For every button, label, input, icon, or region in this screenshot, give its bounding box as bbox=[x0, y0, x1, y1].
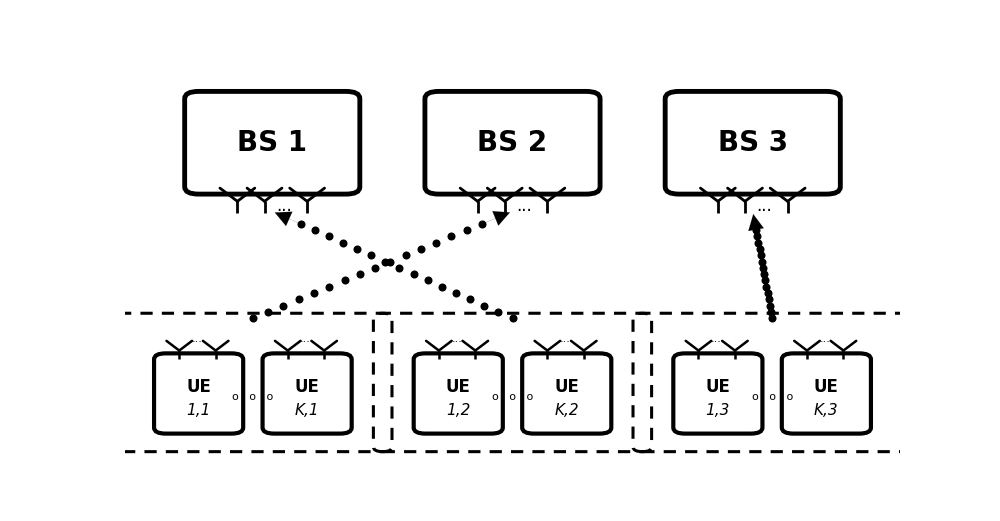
Point bbox=[413, 245, 429, 253]
Text: ...: ... bbox=[560, 334, 571, 344]
Text: o   o   o: o o o bbox=[232, 392, 274, 402]
Point bbox=[293, 220, 309, 228]
Point bbox=[490, 307, 506, 316]
FancyBboxPatch shape bbox=[665, 91, 840, 194]
Point bbox=[406, 270, 422, 278]
Point bbox=[474, 220, 490, 228]
Point bbox=[367, 264, 383, 272]
Text: UE: UE bbox=[186, 378, 211, 395]
Point bbox=[260, 307, 276, 316]
Text: BS 1: BS 1 bbox=[237, 129, 307, 157]
Point bbox=[352, 270, 368, 278]
Text: UE: UE bbox=[705, 378, 730, 395]
Point bbox=[443, 232, 459, 241]
Text: ...: ... bbox=[819, 334, 830, 344]
Point bbox=[755, 264, 771, 272]
Point bbox=[752, 245, 768, 253]
Point bbox=[382, 257, 398, 266]
Point bbox=[748, 226, 764, 234]
Text: K,2: K,2 bbox=[554, 403, 579, 418]
Text: K,3: K,3 bbox=[814, 403, 839, 418]
Point bbox=[398, 251, 414, 259]
Text: BS 3: BS 3 bbox=[718, 129, 788, 157]
Point bbox=[291, 295, 307, 303]
FancyBboxPatch shape bbox=[185, 91, 360, 194]
Point bbox=[749, 232, 765, 241]
Point bbox=[349, 245, 365, 253]
Text: ...: ... bbox=[276, 197, 292, 215]
FancyBboxPatch shape bbox=[782, 353, 871, 433]
Text: 1,1: 1,1 bbox=[186, 403, 211, 418]
Text: o   o   o: o o o bbox=[752, 392, 793, 402]
Point bbox=[750, 239, 766, 247]
Point bbox=[307, 226, 323, 234]
Point bbox=[747, 220, 763, 228]
Point bbox=[391, 264, 407, 272]
Point bbox=[245, 314, 261, 322]
Point bbox=[434, 282, 450, 291]
Point bbox=[363, 251, 379, 259]
Point bbox=[762, 301, 778, 309]
Point bbox=[377, 257, 393, 266]
FancyBboxPatch shape bbox=[425, 91, 600, 194]
Point bbox=[306, 289, 322, 297]
Point bbox=[758, 282, 774, 291]
Text: UE: UE bbox=[295, 378, 320, 395]
Text: 1,3: 1,3 bbox=[706, 403, 730, 418]
Point bbox=[428, 239, 444, 247]
Point bbox=[760, 289, 776, 297]
Point bbox=[756, 270, 772, 278]
Point bbox=[753, 251, 769, 259]
Text: K,1: K,1 bbox=[295, 403, 319, 418]
Point bbox=[462, 295, 478, 303]
Point bbox=[448, 289, 464, 297]
FancyBboxPatch shape bbox=[522, 353, 611, 433]
FancyBboxPatch shape bbox=[154, 353, 243, 433]
Text: o   o   o: o o o bbox=[492, 392, 533, 402]
Point bbox=[335, 239, 351, 247]
Point bbox=[764, 314, 780, 322]
Text: ...: ... bbox=[711, 334, 722, 344]
Point bbox=[321, 282, 337, 291]
Point bbox=[761, 295, 777, 303]
Point bbox=[321, 232, 337, 241]
Point bbox=[754, 257, 770, 266]
Point bbox=[757, 276, 773, 284]
Text: UE: UE bbox=[554, 378, 579, 395]
Text: ...: ... bbox=[451, 334, 462, 344]
Text: UE: UE bbox=[446, 378, 471, 395]
Text: ...: ... bbox=[516, 197, 532, 215]
Point bbox=[459, 226, 475, 234]
Point bbox=[504, 314, 520, 322]
Point bbox=[337, 276, 353, 284]
Text: 1,2: 1,2 bbox=[446, 403, 470, 418]
Text: ...: ... bbox=[757, 197, 772, 215]
Point bbox=[476, 301, 492, 309]
Point bbox=[420, 276, 436, 284]
Point bbox=[275, 301, 291, 309]
Text: ...: ... bbox=[300, 334, 311, 344]
FancyBboxPatch shape bbox=[673, 353, 762, 433]
Text: ...: ... bbox=[192, 334, 203, 344]
Text: UE: UE bbox=[814, 378, 839, 395]
FancyBboxPatch shape bbox=[414, 353, 503, 433]
Point bbox=[763, 307, 779, 316]
Text: BS 2: BS 2 bbox=[477, 129, 548, 157]
FancyBboxPatch shape bbox=[263, 353, 352, 433]
